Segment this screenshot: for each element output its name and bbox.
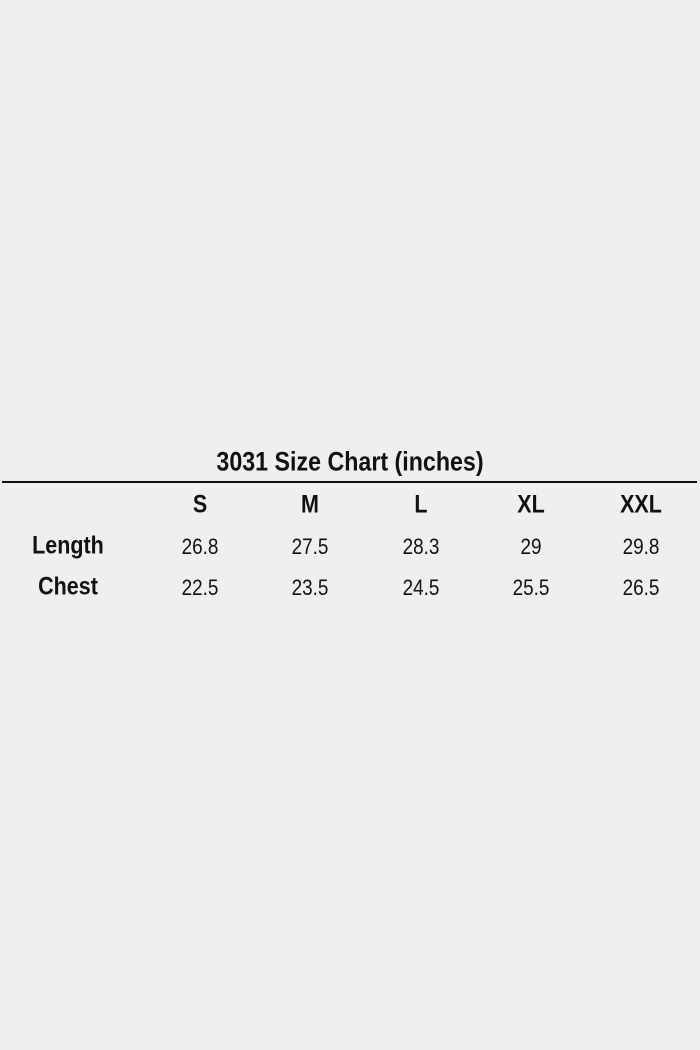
table-cell: 26.8: [181, 534, 219, 559]
column-header-l: L: [414, 490, 428, 519]
table-cell: 27.5: [291, 534, 329, 559]
row-label-length: Length: [32, 531, 104, 560]
table-cell: 23.5: [291, 575, 329, 600]
table-cell: 22.5: [181, 575, 219, 600]
table-cell: 24.5: [402, 575, 440, 600]
column-header-m: M: [301, 490, 319, 519]
table-cell: 29: [520, 534, 542, 559]
column-header-s: S: [192, 490, 208, 519]
column-header-xxl: XXL: [620, 490, 662, 519]
table-cell: 29.8: [622, 534, 660, 559]
size-chart-title: 3031 Size Chart (inches): [216, 446, 484, 477]
column-header-xl: XL: [517, 490, 545, 519]
table-cell: 25.5: [512, 575, 550, 600]
row-label-chest: Chest: [38, 572, 98, 601]
table-cell: 28.3: [402, 534, 440, 559]
table-cell: 26.5: [622, 575, 660, 600]
title-divider: [2, 481, 697, 483]
